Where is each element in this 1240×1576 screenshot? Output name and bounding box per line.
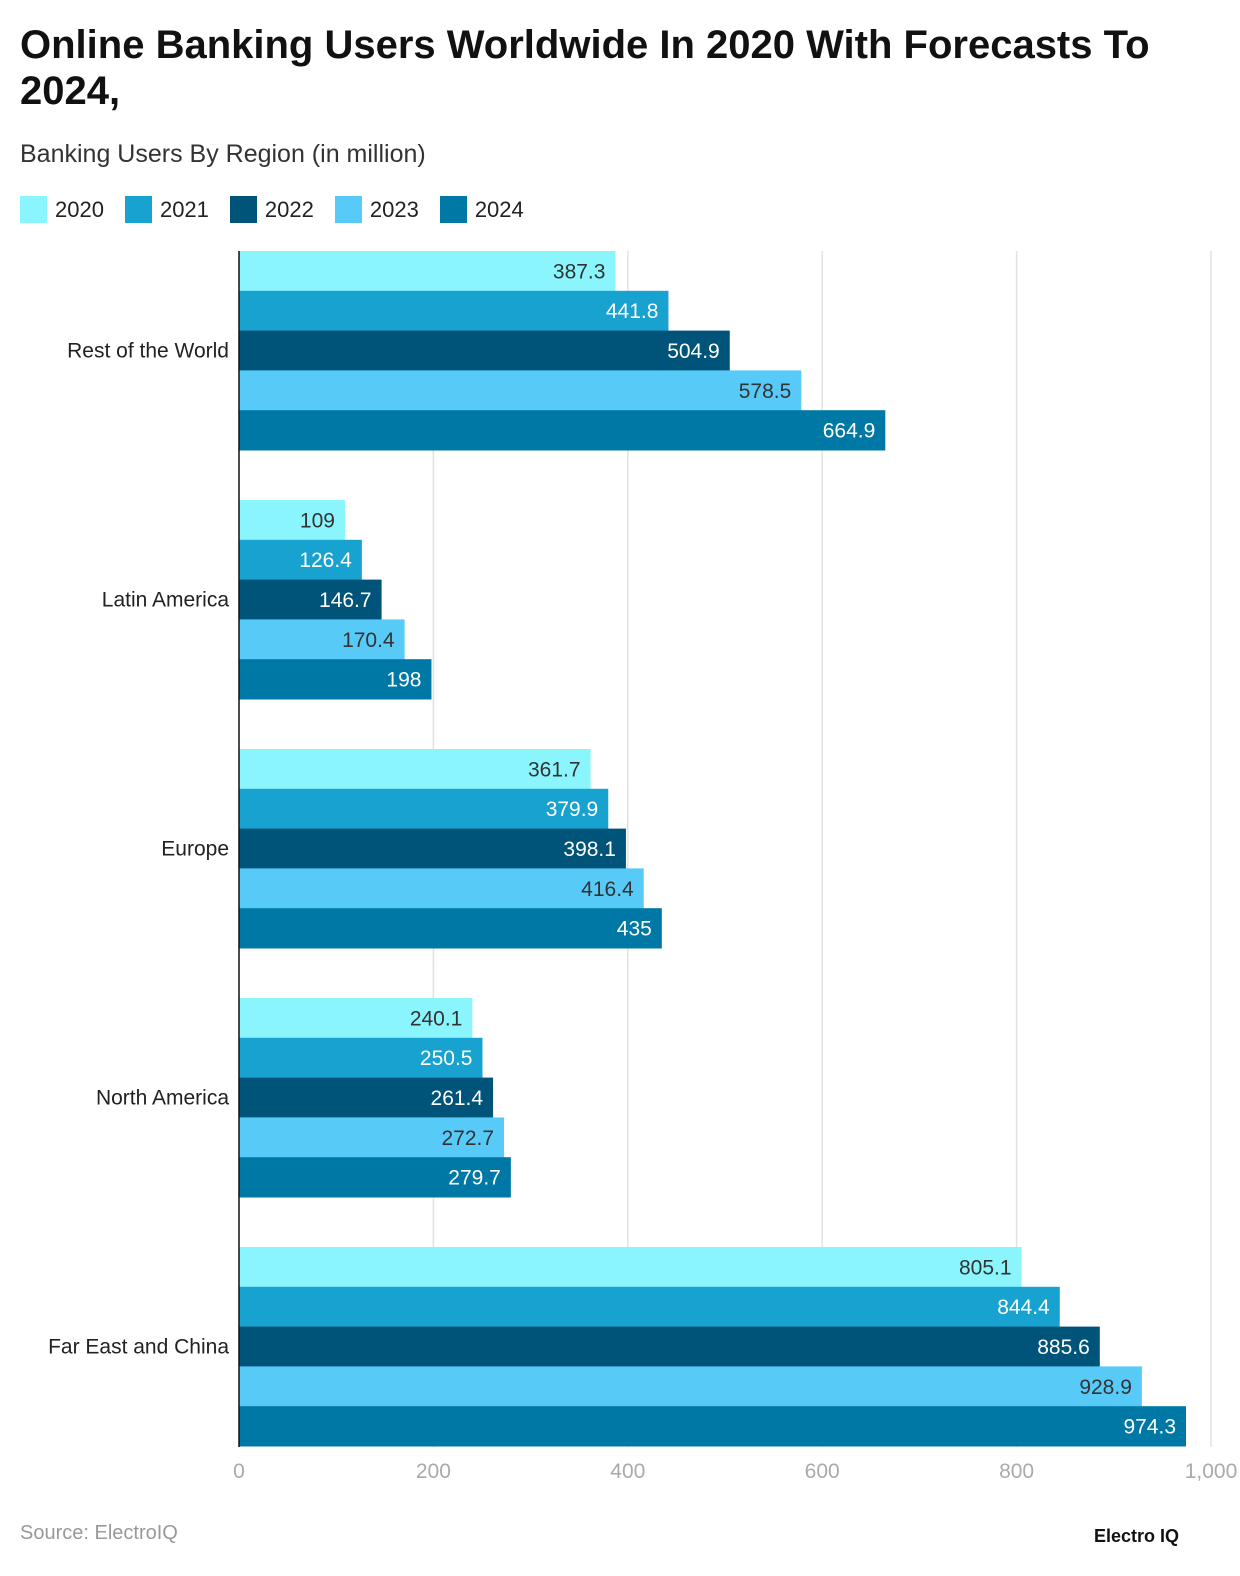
- data-label: 974.3: [1123, 1416, 1176, 1439]
- legend-item-2020: 2020: [20, 196, 104, 223]
- bar-2024: [239, 659, 432, 700]
- legend-label: 2021: [159, 196, 209, 222]
- bar-2021: [239, 788, 609, 830]
- legend-item-2024: 2024: [439, 196, 524, 223]
- data-label: 885.6: [1037, 1336, 1090, 1359]
- bar-2024: [239, 410, 886, 451]
- bar-2022: [239, 1326, 1100, 1367]
- data-label: 844.4: [997, 1296, 1050, 1319]
- legend-item-2023: 2023: [334, 196, 419, 223]
- data-label: 126.4: [299, 549, 352, 572]
- bar-2024: [239, 1157, 511, 1198]
- legend-swatch: [124, 196, 152, 223]
- legend-item-2022: 2022: [229, 196, 314, 223]
- data-label: 441.8: [606, 300, 659, 323]
- bar-2020: [239, 251, 616, 292]
- legend-label: 2024: [474, 196, 524, 222]
- legend-label: 2022: [264, 196, 314, 222]
- data-label: 398.1: [563, 838, 616, 861]
- chart-title: Online Banking Users Worldwide In 2020 W…: [20, 23, 1150, 113]
- legend-swatch: [20, 196, 47, 223]
- legend-item-2021: 2021: [124, 196, 209, 223]
- data-label: 170.4: [342, 629, 395, 652]
- bar-2023: [239, 1366, 1142, 1407]
- data-label: 805.1: [959, 1256, 1012, 1279]
- data-label: 250.5: [420, 1047, 473, 1070]
- category-label: Rest of the World: [67, 340, 229, 363]
- bar-2023: [239, 1117, 505, 1158]
- bar-2021: [239, 290, 669, 332]
- bar-2022: [239, 1077, 494, 1118]
- bar-2021: [239, 1286, 1060, 1328]
- x-tick-label: 0: [233, 1460, 245, 1483]
- bar-2021: [239, 539, 362, 581]
- bar-2024: [239, 1406, 1187, 1447]
- x-tick-label: 800: [999, 1460, 1034, 1483]
- legend-swatch: [229, 196, 257, 223]
- x-tick-label: 1,000: [1185, 1460, 1238, 1483]
- bar-2020: [239, 500, 345, 541]
- data-label: 664.9: [823, 420, 876, 443]
- bar-2023: [239, 619, 405, 660]
- electroiq-logo: Electro IQ: [1094, 1526, 1180, 1546]
- category-label: North America: [96, 1087, 229, 1110]
- category-label: Europe: [161, 838, 229, 861]
- data-label: 504.9: [667, 340, 720, 363]
- bar-2022: [239, 330, 730, 371]
- data-label: 279.7: [448, 1167, 501, 1190]
- data-label: 261.4: [431, 1087, 484, 1110]
- bar-2023: [239, 370, 802, 411]
- data-label: 198: [386, 669, 421, 692]
- data-label: 146.7: [319, 589, 372, 612]
- data-label: 435: [617, 918, 652, 941]
- bar-2021: [239, 1037, 483, 1079]
- bar-2020: [239, 749, 591, 790]
- bar-2020: [239, 1247, 1022, 1288]
- chart-subtitle: Banking Users By Region (in million): [20, 140, 426, 168]
- bar-2024: [239, 908, 662, 949]
- bar-2023: [239, 868, 644, 909]
- data-label: 928.9: [1079, 1376, 1132, 1399]
- category-label: Far East and China: [48, 1336, 229, 1359]
- data-label: 361.7: [528, 758, 581, 781]
- data-label: 416.4: [581, 878, 634, 901]
- category-label: Latin America: [102, 589, 230, 612]
- x-tick-label: 200: [416, 1460, 451, 1483]
- data-label: 578.5: [739, 380, 792, 403]
- bar-2022: [239, 579, 382, 620]
- bar-2022: [239, 828, 626, 869]
- legend: 2020 2021 2022 2023 2024: [20, 196, 545, 223]
- legend-label: 2020: [55, 196, 104, 222]
- data-label: 387.3: [553, 260, 606, 283]
- legend-label: 2023: [369, 196, 419, 222]
- x-tick-label: 400: [610, 1460, 645, 1483]
- data-label: 379.9: [546, 798, 599, 821]
- source-note: Source: ElectroIQ: [20, 1522, 178, 1544]
- data-label: 240.1: [410, 1007, 463, 1030]
- x-tick-label: 600: [805, 1460, 840, 1483]
- legend-swatch: [334, 196, 362, 223]
- bar-2020: [239, 998, 473, 1039]
- data-label: 272.7: [442, 1127, 495, 1150]
- data-label: 109: [300, 509, 335, 532]
- legend-swatch: [439, 196, 467, 223]
